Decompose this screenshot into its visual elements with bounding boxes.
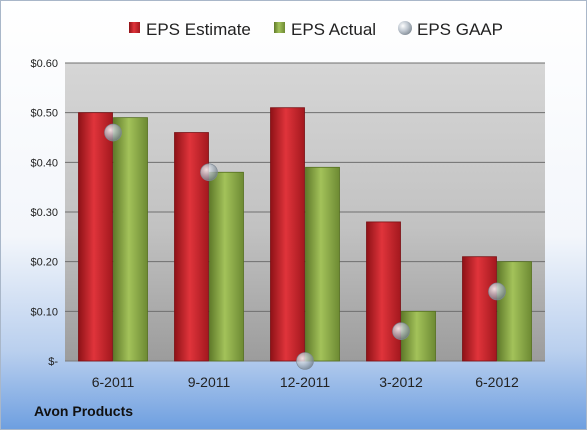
x-tick-label: 6-2012 — [475, 374, 519, 390]
y-tick-label: $0.10 — [30, 306, 58, 318]
gaap-points — [104, 123, 506, 370]
y-tick-label: $0.30 — [30, 207, 58, 219]
legend-label-gaap: EPS GAAP — [417, 20, 503, 39]
bar-eps-actual — [497, 261, 532, 362]
bar-eps-estimate — [270, 107, 305, 362]
y-tick-label: $0.60 — [30, 58, 58, 70]
x-tick-label: 12-2011 — [280, 374, 331, 390]
bar-eps-estimate — [366, 221, 401, 362]
bar-eps-actual — [113, 117, 148, 362]
point-eps-gaap — [104, 123, 122, 142]
legend-label-estimate: EPS Estimate — [146, 20, 251, 39]
bar-eps-estimate — [78, 112, 113, 362]
bar-eps-actual — [305, 166, 340, 362]
legend: EPS Estimate EPS Actual EPS GAAP — [129, 20, 503, 39]
x-tick-label: 6-2011 — [92, 374, 135, 390]
legend-swatch-actual — [274, 22, 285, 33]
bar-eps-actual — [209, 171, 244, 362]
x-axis-labels: 6-2011 9-2011 12-2011 3-2012 6-2012 — [92, 374, 519, 390]
legend-swatch-gaap — [398, 21, 412, 35]
y-tick-label: $0.40 — [30, 157, 58, 169]
point-eps-gaap — [296, 352, 314, 370]
x-tick-label: 9-2011 — [188, 374, 231, 390]
y-tick-label: $0.20 — [30, 257, 58, 269]
bars — [78, 107, 532, 362]
company-name: Avon Products — [34, 403, 133, 419]
legend-swatch-estimate — [129, 22, 140, 33]
point-eps-gaap — [392, 322, 410, 341]
y-tick-label: $- — [48, 356, 58, 368]
y-tick-label: $0.50 — [30, 108, 58, 120]
bar-eps-estimate — [462, 256, 497, 362]
legend-label-actual: EPS Actual — [291, 20, 376, 39]
x-tick-label: 3-2012 — [379, 374, 423, 390]
y-axis-ticks: $- $0.10 $0.20 $0.30 $0.40 $0.50 $0.60 — [30, 58, 58, 368]
point-eps-gaap — [488, 282, 506, 301]
point-eps-gaap — [200, 163, 218, 182]
